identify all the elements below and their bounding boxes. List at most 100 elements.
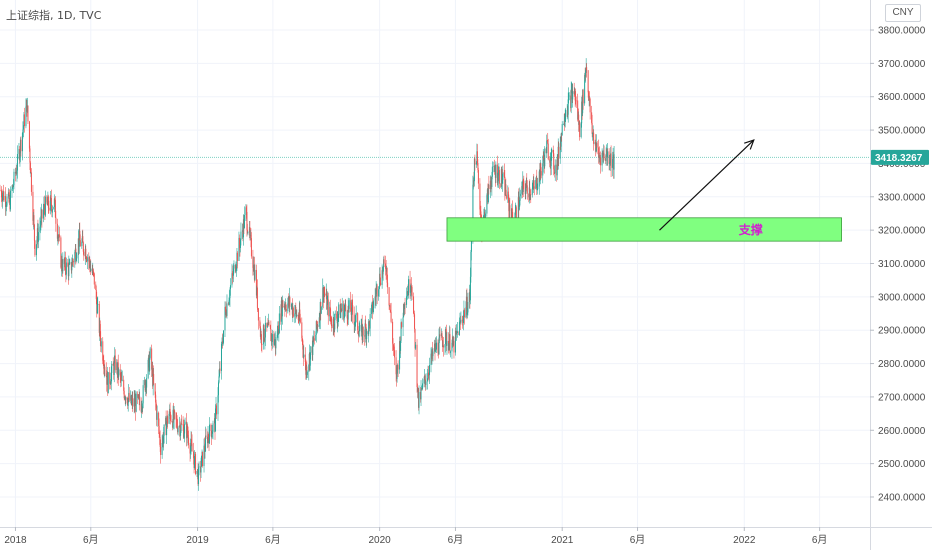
candle-body [72,260,74,263]
candle-body [205,435,207,452]
candle-body [413,296,415,314]
currency-button[interactable]: CNY [885,4,921,22]
candle-body [612,158,614,168]
candle-body [75,248,77,261]
candle-body [565,116,567,117]
candle-body [530,194,532,196]
candle-body [184,421,186,425]
candle-body [222,342,224,344]
candle-body [109,372,111,384]
y-tick-label: 3100.0000 [878,259,926,270]
candle-body [586,67,588,71]
candle-body [236,252,238,261]
candle-body [326,292,328,310]
candle-body [404,304,406,310]
candle-body [320,306,322,314]
candle-body [556,156,558,176]
candle-body [243,215,245,228]
candle-body [13,171,15,186]
candle-body [255,269,257,296]
candle-body [82,242,84,252]
candle-body [249,227,251,236]
candle-body [390,310,392,312]
candle-body [366,331,368,340]
candle-body [543,155,545,160]
candle-body [423,379,425,384]
candle-body [79,230,81,241]
candle-body [169,408,171,415]
candle-body [507,191,509,198]
candle-body [27,105,29,122]
candle-body [532,187,534,189]
candle-body [100,341,102,347]
candle-body [458,321,460,335]
candle-body [228,300,230,305]
candle-body [60,237,62,268]
candle-body [153,374,155,384]
candle-body [285,309,287,312]
candle-body [68,264,70,277]
candle-body [285,305,287,310]
candle-body [254,269,256,280]
candle-body [130,395,132,404]
candle-body [435,342,437,350]
candle-body [34,240,36,256]
candle-body [491,176,493,187]
candle-body [29,148,31,163]
candle-body [215,408,217,432]
candle-body [196,470,198,474]
candle-body [368,321,370,335]
candle-body [406,295,408,297]
candle-body [533,186,535,189]
candle-body [22,129,24,134]
candle-body [460,319,462,323]
candle-body [39,226,41,233]
candle-body [347,305,349,320]
candle-series [0,58,615,491]
candle-body [448,343,450,351]
candle-body [381,270,383,286]
candle-body [496,164,498,183]
candle-body [578,114,580,125]
candle-body [591,112,593,123]
trend-arrow-head [744,139,755,150]
symbol-legend: 上证综指, 1D, TVC [6,9,102,22]
candle-body [39,225,41,227]
candle-body [82,236,84,243]
candle-body [498,170,500,184]
candle-body [575,100,577,102]
candle-body [568,95,570,100]
candle-body [46,196,48,203]
candle-body [592,133,594,135]
candle-body [95,289,97,300]
candle-body [25,106,27,127]
candle-body [387,282,389,288]
candle-body [400,322,402,341]
candle-body [37,232,39,242]
candle-body [372,301,374,313]
candle-body [246,229,248,233]
candle-body [334,314,336,330]
candle-body [69,262,71,264]
candle-body [560,133,562,147]
candle-body [118,369,120,377]
candle-body [477,163,479,170]
candle-body [48,207,50,211]
candle-body [416,344,418,388]
candle-body [126,397,128,404]
candle-body [595,142,597,152]
candle-body [295,307,297,311]
candle-body [558,146,560,159]
trend-arrow[interactable] [659,139,755,231]
candle-body [54,199,56,218]
candle-body [263,340,265,342]
candle-body [203,445,205,467]
candle-body [19,153,21,161]
candle-body [260,334,262,345]
candle-body [221,341,223,344]
candle-body [388,287,390,306]
candle-body [420,388,422,400]
candle-body [205,435,207,437]
support-zone[interactable]: 支撑 [446,217,842,242]
